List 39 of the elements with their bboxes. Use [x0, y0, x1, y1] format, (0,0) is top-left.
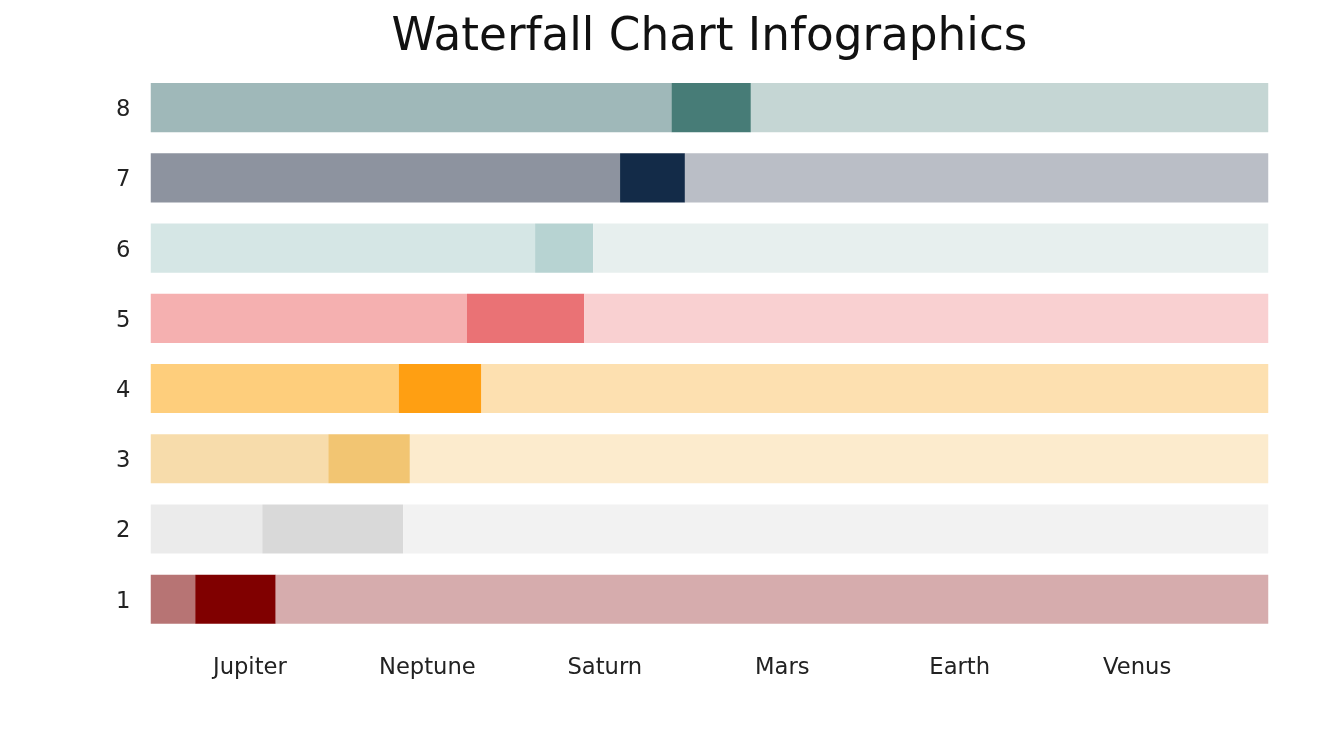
bar: [150, 434, 329, 484]
bar: [262, 504, 404, 554]
y-tick-label: 7: [116, 165, 131, 192]
y-tick-label: 8: [116, 95, 131, 122]
text: Venus: [1103, 652, 1172, 679]
y-tick-label: 5: [116, 305, 131, 332]
bar: [481, 363, 1269, 414]
bar: [671, 83, 751, 133]
bar: [275, 574, 1269, 624]
bar: [535, 223, 594, 273]
y-tick-label: 4: [116, 376, 131, 403]
bar: [750, 83, 1269, 133]
bar: [150, 363, 399, 414]
chart-title: Waterfall Chart Infographics: [391, 7, 1028, 61]
bar: [150, 504, 263, 554]
bar: [466, 293, 585, 343]
bar: [398, 363, 482, 414]
bar: [403, 504, 1269, 554]
bar: [409, 434, 1269, 484]
text: Neptune: [378, 652, 476, 679]
bar: [328, 434, 410, 484]
y-tick-label: 2: [116, 516, 131, 543]
text: Earth: [929, 652, 991, 679]
y-tick-label: 1: [116, 586, 131, 613]
bar: [584, 293, 1269, 343]
y-tick-label: 6: [116, 235, 131, 262]
text: Mars: [754, 652, 810, 679]
bar: [684, 153, 1269, 203]
bar: [150, 223, 536, 273]
bar: [150, 83, 672, 133]
bar: [195, 574, 276, 624]
bar: [150, 153, 621, 203]
bar: [620, 153, 685, 203]
text: Jupiter: [210, 652, 288, 679]
bar: [150, 293, 467, 343]
y-tick-label: 3: [116, 446, 131, 473]
text: Saturn: [567, 652, 643, 679]
bar: [593, 223, 1269, 273]
bar: [150, 574, 196, 624]
